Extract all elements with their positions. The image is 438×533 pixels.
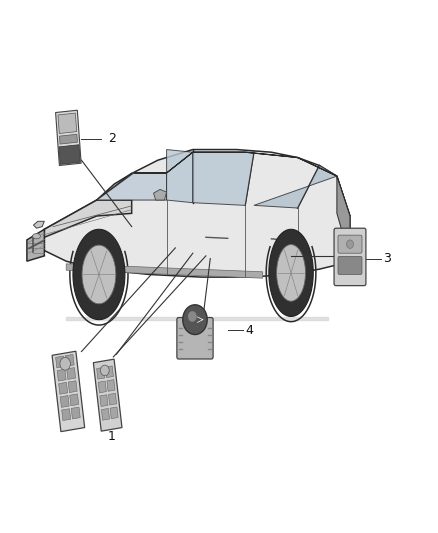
Polygon shape <box>60 395 69 407</box>
Polygon shape <box>153 189 166 200</box>
Polygon shape <box>44 200 132 237</box>
Circle shape <box>346 240 353 248</box>
FancyBboxPatch shape <box>338 235 362 253</box>
Polygon shape <box>134 152 350 216</box>
Polygon shape <box>68 381 77 393</box>
Polygon shape <box>277 245 305 301</box>
Polygon shape <box>166 150 193 203</box>
Polygon shape <box>56 110 81 165</box>
Polygon shape <box>98 381 106 393</box>
Polygon shape <box>337 176 350 259</box>
Polygon shape <box>65 354 74 366</box>
Polygon shape <box>52 351 85 432</box>
Circle shape <box>183 305 207 335</box>
Polygon shape <box>62 409 71 421</box>
Circle shape <box>60 358 71 370</box>
Polygon shape <box>269 229 313 317</box>
Polygon shape <box>59 382 67 394</box>
Polygon shape <box>110 407 118 419</box>
Polygon shape <box>71 407 80 419</box>
Polygon shape <box>73 229 125 320</box>
Polygon shape <box>102 408 110 420</box>
Polygon shape <box>59 145 80 164</box>
FancyBboxPatch shape <box>177 318 213 359</box>
Polygon shape <box>58 113 77 133</box>
Polygon shape <box>56 356 65 368</box>
Polygon shape <box>67 368 76 379</box>
Polygon shape <box>66 264 263 278</box>
Polygon shape <box>70 394 79 406</box>
Polygon shape <box>97 173 166 200</box>
Polygon shape <box>33 221 44 228</box>
Polygon shape <box>105 366 113 377</box>
Polygon shape <box>57 369 66 381</box>
Text: 3: 3 <box>383 252 391 265</box>
Text: 2: 2 <box>108 132 116 146</box>
Polygon shape <box>254 165 337 208</box>
Polygon shape <box>107 379 115 391</box>
Polygon shape <box>82 245 116 304</box>
Text: 1: 1 <box>108 430 116 443</box>
Text: 4: 4 <box>245 324 253 337</box>
Polygon shape <box>93 359 122 431</box>
Polygon shape <box>44 150 350 277</box>
Circle shape <box>188 311 197 322</box>
FancyBboxPatch shape <box>338 256 362 274</box>
Circle shape <box>100 365 109 376</box>
Ellipse shape <box>32 233 40 239</box>
FancyBboxPatch shape <box>334 228 366 286</box>
Polygon shape <box>193 152 254 205</box>
Polygon shape <box>109 393 117 405</box>
Polygon shape <box>97 367 105 379</box>
Polygon shape <box>27 229 44 261</box>
Polygon shape <box>60 134 78 144</box>
Polygon shape <box>100 395 108 407</box>
